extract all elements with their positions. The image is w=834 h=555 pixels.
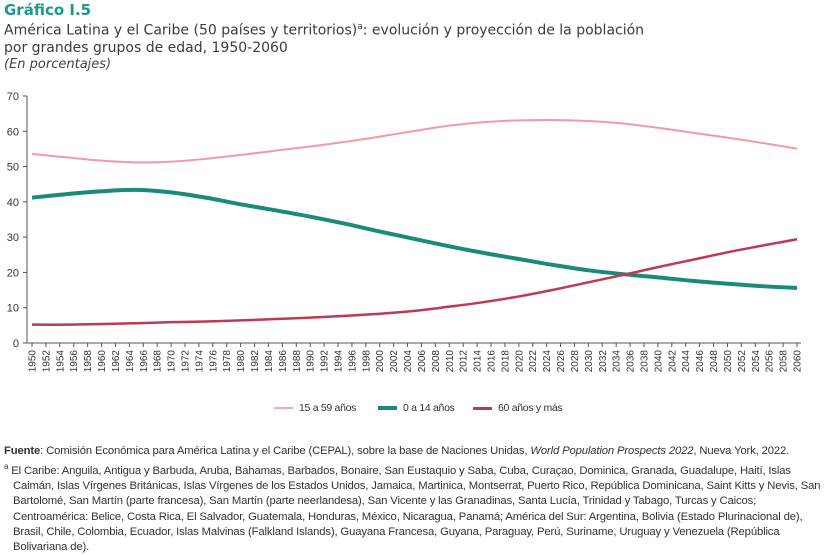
x-tick-label: 2014 (473, 350, 484, 373)
x-tick-label: 1984 (264, 350, 275, 373)
y-tick-label: 50 (7, 162, 19, 174)
y-tick-label: 0 (13, 338, 19, 350)
x-tick-label: 1966 (139, 350, 150, 373)
y-tick-label: 10 (7, 303, 19, 315)
x-tick-label: 1958 (83, 350, 94, 373)
y-tick-label: 30 (7, 232, 19, 244)
x-tick-label: 1988 (292, 350, 303, 373)
title-part2: : evolución y proyección de la población (362, 22, 645, 39)
x-tick-label: 2028 (570, 350, 581, 373)
x-tick-label: 2052 (737, 350, 748, 373)
x-tick-label: 2050 (723, 350, 734, 373)
x-tick-label: 1970 (167, 350, 178, 373)
y-tick-label: 70 (7, 91, 19, 103)
x-tick-label: 2022 (528, 350, 539, 373)
source-note: Fuente: Comisión Económica para América … (4, 444, 830, 459)
legend-label-0-14: 0 a 14 años (403, 402, 455, 414)
legend-label-60plus: 60 años y más (498, 402, 563, 414)
x-tick-label: 1998 (361, 350, 372, 373)
legend-item-60plus: 60 años y más (473, 402, 563, 414)
x-tick-label: 1980 (236, 350, 247, 373)
x-tick-label: 1972 (181, 350, 192, 373)
x-tick-label: 2026 (556, 350, 567, 373)
x-tick-label: 2056 (765, 350, 776, 373)
x-tick-label: 2020 (514, 350, 525, 373)
title-line2: por grandes grupos de edad, 1950-2060 (4, 39, 288, 56)
x-tick-label: 2058 (779, 350, 790, 373)
footnote-text: El Caribe: Anguila, Antigua y Barbuda, A… (8, 464, 821, 553)
y-tick-label: 40 (7, 197, 19, 209)
x-tick-label: 2004 (403, 350, 414, 373)
source-publication: World Population Prospects 2022 (530, 445, 694, 457)
chart-title: América Latina y el Caribe (50 países y … (4, 19, 830, 57)
x-tick-label: 2016 (487, 350, 498, 373)
x-tick-label: 2012 (459, 350, 470, 373)
title-footnote-marker: a (357, 22, 363, 32)
x-tick-label: 1996 (347, 350, 358, 373)
footnote-marker: a (4, 462, 9, 472)
legend: 15 a 59 años 0 a 14 años 60 años y más (0, 402, 834, 418)
legend-label-15-59: 15 a 59 años (299, 402, 357, 414)
x-tick-label: 1992 (320, 350, 331, 373)
footnote: a El Caribe: Anguila, Antigua y Barbuda,… (4, 459, 830, 555)
x-tick-label: 1954 (55, 350, 66, 373)
x-tick-label: 1960 (97, 350, 108, 373)
x-tick-label: 2030 (584, 350, 595, 373)
x-tick-label: 2008 (431, 350, 442, 373)
x-tick-label: 1956 (69, 350, 80, 373)
x-tick-label: 1994 (334, 350, 345, 373)
source-text-post: , Nueva York, 2022. (693, 445, 790, 457)
y-tick-label: 20 (7, 267, 19, 279)
x-tick-label: 2006 (417, 350, 428, 373)
x-tick-label: 1964 (125, 350, 136, 373)
x-tick-label: 1982 (250, 350, 261, 373)
x-tick-label: 2018 (500, 350, 511, 373)
x-tick-label: 1986 (278, 350, 289, 373)
x-tick-label: 1976 (208, 350, 219, 373)
source-label: Fuente (4, 445, 41, 457)
title-part1: América Latina y el Caribe (50 países y … (4, 22, 358, 39)
x-tick-label: 2046 (695, 350, 706, 373)
legend-item-0-14: 0 a 14 años (378, 402, 455, 414)
x-tick-label: 1952 (41, 350, 52, 373)
x-axis: 1950 1952 1954 1956 1958 1960 1962 1964 1966 1968… (27, 342, 804, 373)
x-tick-label: 2010 (445, 350, 456, 373)
x-tick-label: 2048 (709, 350, 720, 373)
legend-item-15-59: 15 a 59 años (274, 402, 356, 414)
x-tick-label: 2054 (751, 350, 762, 373)
x-tick-label: 1968 (153, 350, 164, 373)
x-tick-label: 2044 (681, 350, 692, 373)
chart-header: Gráfico I.5 América Latina y el Caribe (… (4, 1, 830, 73)
series-line-0-14 (31, 187, 798, 290)
x-tick-label: 2002 (389, 350, 400, 373)
x-tick-label: 1974 (194, 350, 205, 373)
legend-swatch-15-59 (274, 407, 293, 409)
x-tick-label: 2042 (667, 350, 678, 373)
x-tick-label: 2060 (793, 350, 804, 373)
source-text-pre: : Comisión Económica para América Latina… (40, 445, 531, 457)
y-tick-label: 60 (7, 126, 19, 138)
x-tick-label: 2032 (598, 350, 609, 373)
chart-notes: Fuente: Comisión Económica para América … (4, 444, 830, 555)
x-tick-label: 1978 (222, 350, 233, 373)
x-tick-label: 2038 (640, 350, 651, 373)
series-line-60plus (31, 238, 798, 326)
legend-swatch-0-14 (378, 406, 397, 410)
x-tick-label: 2036 (626, 350, 637, 373)
x-tick-label: 2034 (612, 350, 623, 373)
x-tick-label: 1962 (111, 350, 122, 373)
x-tick-label: 2040 (653, 350, 664, 373)
x-tick-label: 1990 (306, 350, 317, 373)
legend-swatch-60plus (473, 406, 492, 410)
x-tick-label: 2000 (375, 350, 386, 373)
y-axis: 0 10 20 30 40 50 60 70 (7, 91, 28, 350)
series-group (31, 118, 798, 326)
x-tick-label: 2024 (542, 350, 553, 373)
x-tick-label: 1950 (28, 350, 39, 373)
chart-subtitle: (En porcentajes) (4, 56, 112, 72)
series-line-15-59 (31, 118, 798, 164)
figure-label: Gráfico I.5 (4, 1, 92, 19)
